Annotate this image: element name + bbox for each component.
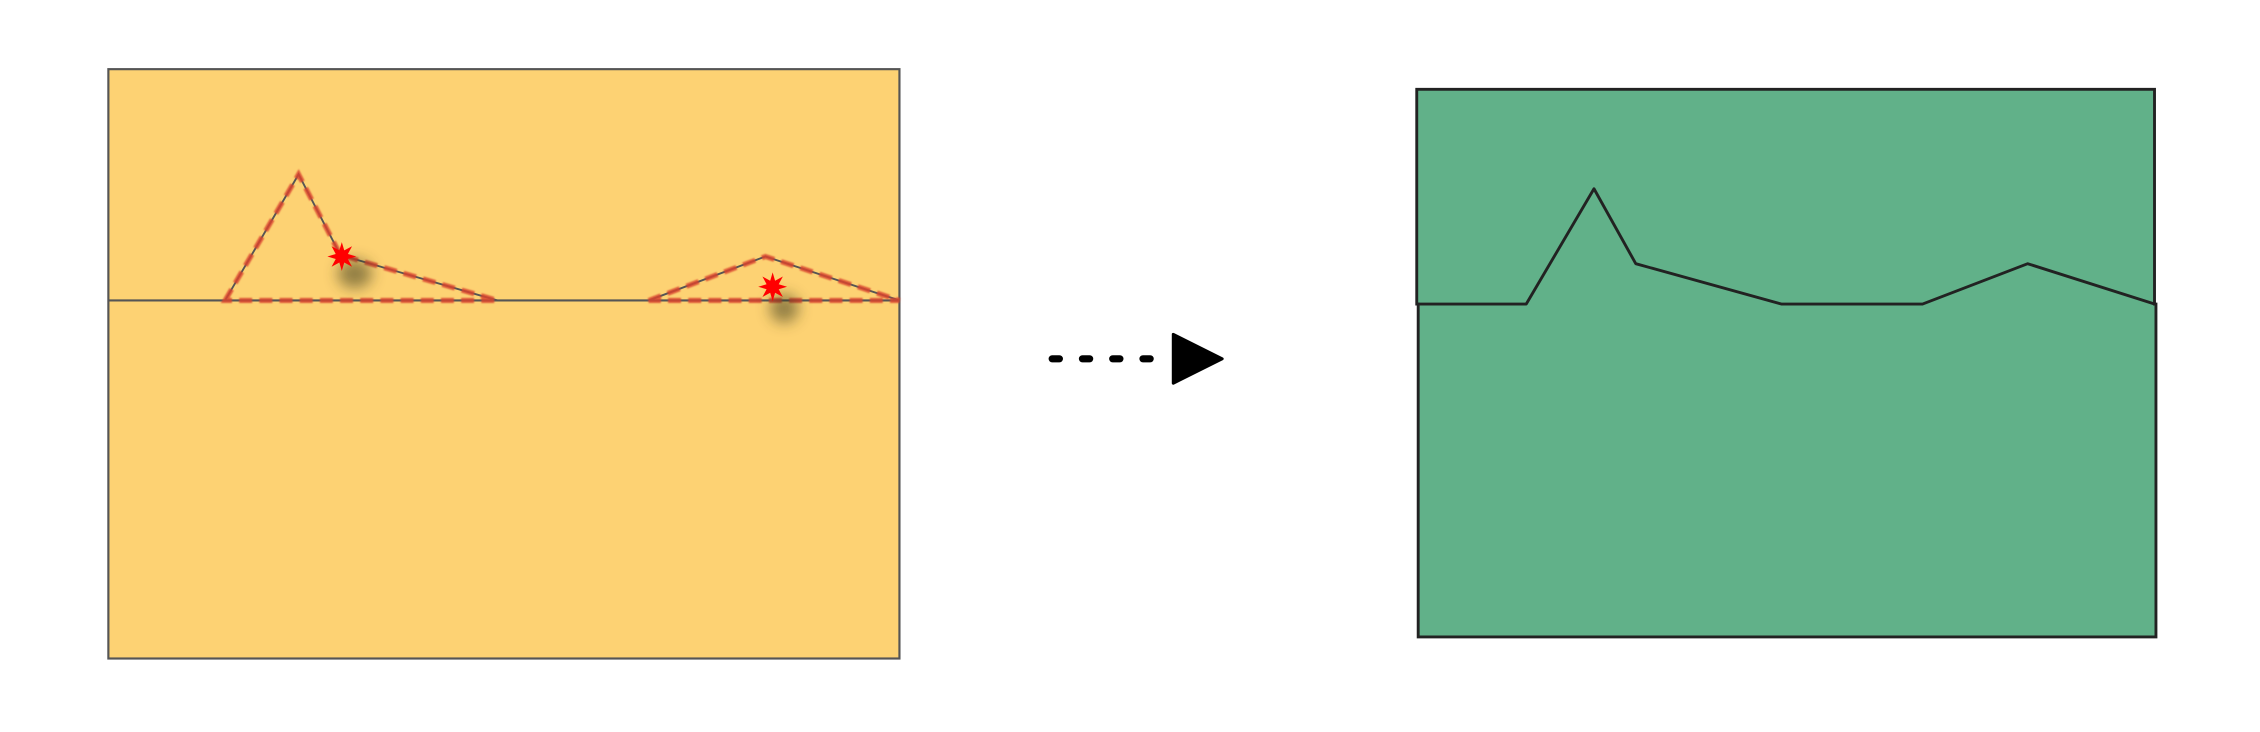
star-burst-icon	[758, 272, 788, 302]
shadow-1	[337, 259, 373, 289]
triangle-1-dashed	[220, 169, 499, 303]
dotted-arrow-right-icon	[1048, 332, 1224, 385]
before-panel	[107, 68, 901, 660]
star-burst-icon	[327, 242, 357, 271]
arrow-head	[1171, 332, 1224, 385]
after-shape	[1415, 87, 2158, 639]
after-panel	[1415, 87, 2158, 639]
shadow-2	[769, 293, 799, 323]
before-rectangle	[107, 68, 901, 660]
merged-outline	[1416, 187, 2155, 306]
